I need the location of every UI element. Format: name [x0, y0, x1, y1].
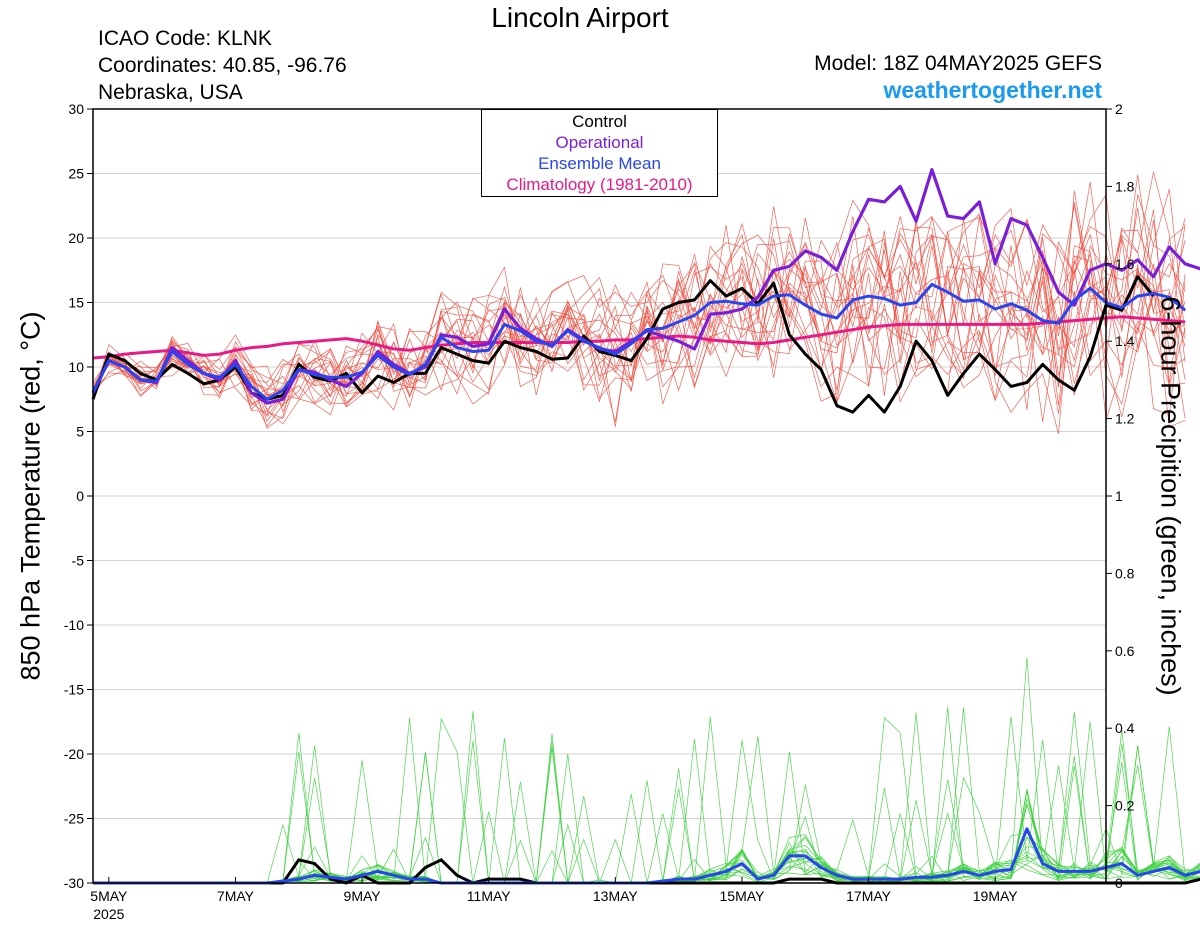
- precip-member-line: [93, 740, 1200, 884]
- y-axis-label-precipitation: 6-hour Precipition (green, inches): [1155, 296, 1186, 696]
- legend-control: Control: [572, 112, 627, 131]
- precip-member-line: [93, 832, 1200, 884]
- y-tick-label: -5: [72, 553, 85, 569]
- x-tick-label: 17MAY: [846, 888, 892, 904]
- precip-member-line: [93, 711, 1200, 884]
- y2-tick-label: 1: [1115, 488, 1123, 504]
- temp-member-line: [92, 171, 1186, 397]
- precip-member-line: [93, 787, 1200, 884]
- precip-member-line: [93, 784, 1200, 884]
- y-tick-label: 0: [76, 488, 84, 504]
- y-tick-label: -15: [64, 682, 84, 698]
- site-link[interactable]: weathertogether.net: [883, 77, 1102, 103]
- precip-member-line: [93, 711, 1200, 884]
- region: Nebraska, USA: [98, 81, 243, 104]
- y2-tick-label: 1.2: [1115, 411, 1135, 427]
- y2-tick-label: 1.8: [1115, 178, 1135, 194]
- temp-member-line: [92, 263, 1186, 427]
- x-tick-label: 15MAY: [720, 888, 766, 904]
- precip-member-lines: [93, 657, 1200, 884]
- y2-tick-label: 2: [1115, 101, 1123, 117]
- y2-tick-label: 0: [1115, 875, 1123, 891]
- grid-lines: [93, 108, 1106, 884]
- ensemble-mean-temp-line: [91, 282, 1187, 401]
- y-tick-label: 30: [68, 101, 84, 117]
- y-tick-label: -10: [64, 617, 84, 633]
- y2-tick-label: 1.6: [1115, 256, 1135, 272]
- ensemble-mean-precip-line: [93, 827, 1200, 885]
- precip-member-line: [93, 657, 1200, 884]
- y2-tick-label: 0.6: [1115, 643, 1135, 659]
- temp-member-line: [92, 193, 1186, 397]
- operational-temp-line: [91, 168, 1200, 405]
- y-tick-label: -25: [64, 811, 84, 827]
- x-tick-label: 5MAY: [90, 888, 128, 904]
- y-tick-label: -30: [64, 875, 84, 891]
- main-series-lines: [91, 168, 1200, 885]
- y-tick-label: 5: [76, 424, 84, 440]
- x-tick-label: 11MAY: [467, 888, 511, 904]
- icao-code: ICAO Code: KLNK: [98, 27, 272, 50]
- chart-title: Lincoln Airport: [491, 2, 669, 33]
- temp-member-line: [92, 216, 1186, 416]
- x-tick-label: 13MAY: [593, 888, 639, 904]
- y-tick-label: 10: [68, 359, 84, 375]
- x-year-label: 2025: [93, 906, 124, 922]
- y2-tick-label: 0.4: [1115, 720, 1135, 736]
- y2-tick-label: 1.4: [1115, 333, 1135, 349]
- y-axis-label-temperature: 850 hPa Temperature (red, °C): [15, 311, 46, 681]
- y-tick-label: -20: [64, 746, 84, 762]
- temp-member-line: [92, 208, 1186, 405]
- precip-member-line: [93, 706, 1200, 884]
- precip-member-line: [93, 712, 1200, 884]
- coordinates: Coordinates: 40.85, -96.76: [98, 54, 347, 77]
- legend-climatology: Climatology (1981-2010): [506, 175, 693, 194]
- legend-operational: Operational: [555, 133, 644, 152]
- y2-tick-label: 0.8: [1115, 565, 1135, 581]
- model-run: Model: 18Z 04MAY2025 GEFS: [814, 52, 1102, 75]
- temp-member-line: [92, 233, 1186, 418]
- x-tick-label: 19MAY: [973, 888, 1019, 904]
- precip-member-line: [93, 707, 1200, 884]
- x-tick-label: 7MAY: [217, 888, 255, 904]
- x-tick-label: 9MAY: [344, 888, 382, 904]
- axis-ticks: 302520151050-5-10-15-20-25-3021.81.61.41…: [64, 101, 1135, 922]
- temp-member-line: [92, 255, 1186, 434]
- legend-ensemble-mean: Ensemble Mean: [538, 154, 661, 173]
- y-tick-label: 20: [68, 230, 84, 246]
- legend: Control Operational Ensemble Mean Climat…: [481, 109, 718, 197]
- climatology-1981-2010-temp-line: [92, 315, 1186, 360]
- temp-member-line: [92, 208, 1186, 413]
- y-tick-label: 15: [68, 295, 84, 311]
- y-tick-label: 25: [68, 166, 84, 182]
- y2-tick-label: 0.2: [1115, 798, 1135, 814]
